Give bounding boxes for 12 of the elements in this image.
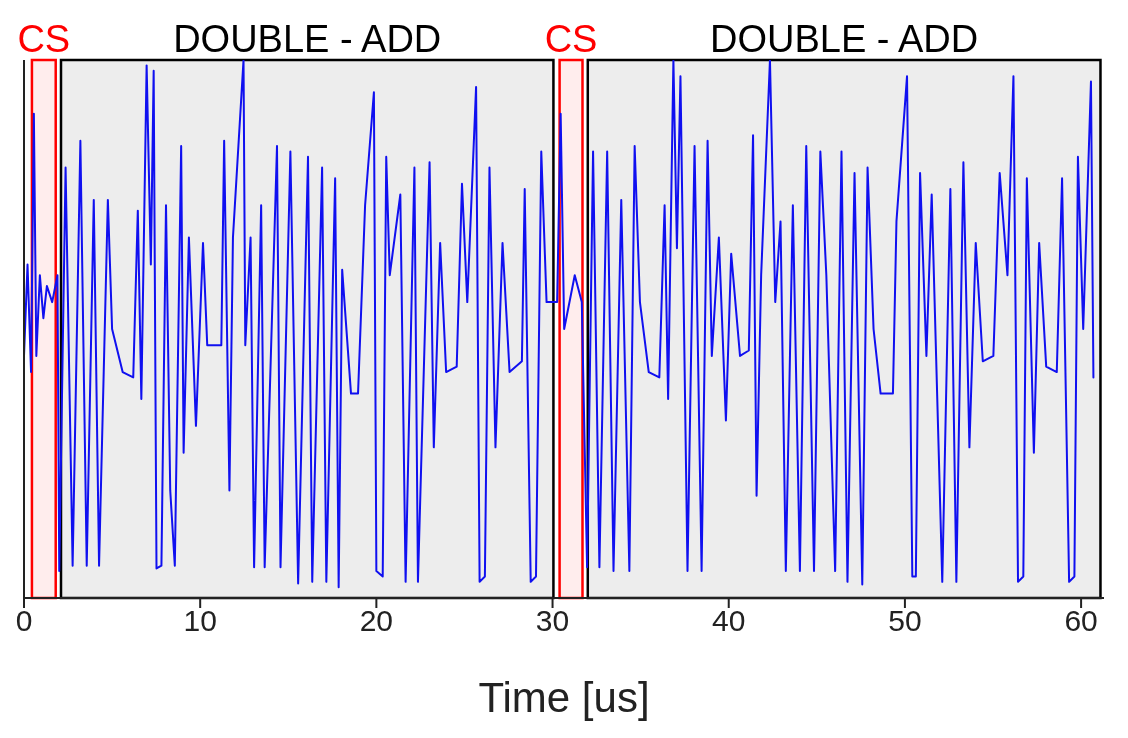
x-tick-label: 50 — [888, 604, 922, 638]
band-label: CS — [17, 18, 71, 60]
band-label: DOUBLE - ADD — [710, 18, 979, 60]
x-tick-label: 20 — [359, 604, 394, 638]
band-label: DOUBLE - ADD — [173, 18, 442, 60]
x-tick-label: 0 — [15, 604, 33, 638]
x-axis-title: Time [us] — [478, 674, 650, 721]
x-tick-label: 40 — [712, 604, 746, 638]
x-tick-label: 10 — [183, 604, 217, 638]
x-tick-label: 30 — [535, 604, 570, 638]
band-label: CS — [544, 18, 598, 60]
x-tick-label: 60 — [1064, 604, 1098, 638]
